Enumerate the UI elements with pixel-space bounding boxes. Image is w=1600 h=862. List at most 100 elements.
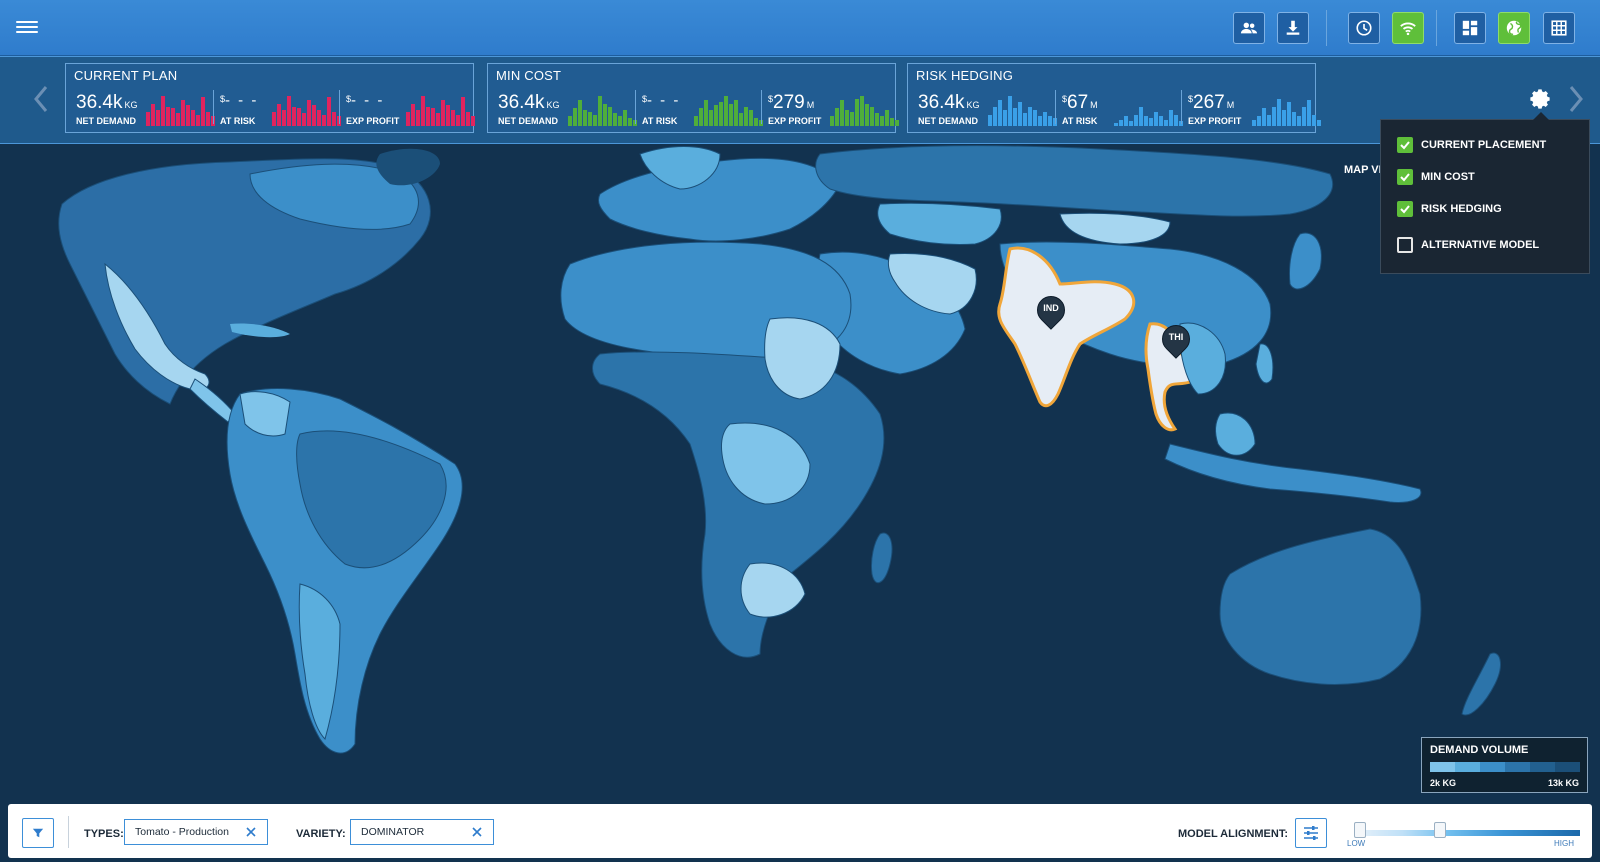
users-button[interactable] — [1233, 12, 1265, 44]
types-chip[interactable]: Tomato - Production — [124, 819, 268, 845]
region-philippines — [1255, 343, 1274, 384]
legend-color-scale — [1430, 762, 1580, 772]
metric-divider — [635, 90, 636, 124]
sparkline-bar — [277, 104, 281, 126]
dashboard-button[interactable] — [1454, 12, 1486, 44]
sparkline-bar — [191, 110, 195, 126]
sparkline-bar — [623, 110, 627, 126]
model-alignment-slider[interactable] — [1354, 822, 1580, 838]
dashboard-icon — [1462, 20, 1478, 36]
sparkline-bar — [161, 96, 165, 126]
sparkline-bar — [146, 112, 150, 126]
sparkline-bar — [426, 107, 430, 126]
region-australia — [1219, 528, 1422, 685]
toolbar-divider — [1326, 10, 1327, 46]
metric-at-risk: $- - - AT RISK — [642, 86, 763, 130]
sparkline-bar — [1292, 112, 1296, 126]
previous-arrow[interactable] — [32, 84, 50, 114]
metric-at-risk: $67 M AT RISK — [1062, 86, 1183, 130]
panel-min-cost[interactable]: MIN COST 36.4k KG NET DEMAND $- - - AT RI… — [487, 63, 899, 133]
legend-swatch — [1455, 762, 1480, 772]
close-icon[interactable] — [471, 826, 483, 838]
legend-swatch — [1530, 762, 1555, 772]
metric-exp-profit: $279 M EXP PROFIT — [768, 86, 899, 130]
sparkline-bar — [332, 112, 336, 126]
close-icon[interactable] — [245, 826, 257, 838]
sparkline-bar — [1139, 107, 1143, 126]
sparkline-bar — [870, 107, 874, 126]
sparkline-bar — [466, 112, 470, 126]
map-pin-thi[interactable]: THI — [1156, 319, 1196, 359]
legend-swatch — [1430, 762, 1455, 772]
sparkline-bar — [598, 96, 602, 126]
option-min-cost[interactable]: MIN COST — [1397, 168, 1475, 186]
model-alignment-button[interactable] — [1295, 818, 1327, 848]
panel-current-plan[interactable]: CURRENT PLAN 36.4k KG NET DEMAND $- - - A… — [65, 63, 475, 133]
sparkline-bar — [1164, 120, 1168, 126]
sparkline — [694, 94, 763, 126]
checkbox-checked-icon[interactable] — [1397, 169, 1413, 185]
sparkline-bar — [151, 104, 155, 126]
sparkline-bar — [628, 118, 632, 126]
download-button[interactable] — [1277, 12, 1309, 44]
filter-bar: TYPES: Tomato - Production VARIETY: DOMI… — [8, 804, 1592, 858]
sparkline-bar — [830, 116, 834, 126]
world-map[interactable]: IND THI — [0, 144, 1600, 787]
filter-button[interactable] — [22, 818, 54, 848]
map-pin-ind[interactable]: IND — [1031, 290, 1071, 330]
region-japan — [1289, 232, 1322, 290]
sparkline-bar — [749, 110, 753, 126]
panel-risk-hedging[interactable]: RISK HEDGING 36.4k KG NET DEMAND $67 M AT … — [907, 63, 1321, 133]
sparkline-bar — [436, 113, 440, 126]
region-canada-east — [249, 163, 419, 230]
model-alignment-label: MODEL ALIGNMENT: — [1178, 828, 1288, 840]
map-view-button[interactable] — [1498, 12, 1530, 44]
top-bar — [0, 0, 1600, 56]
sparkline-bar — [201, 97, 205, 126]
slider-track[interactable] — [1358, 830, 1580, 836]
types-label: TYPES: — [84, 828, 124, 840]
sparkline-bar — [282, 110, 286, 126]
sparkline-bar — [588, 112, 592, 126]
sparkline-bar — [307, 100, 311, 126]
sparkline-bar — [850, 112, 854, 126]
sparkline-bar — [166, 107, 170, 126]
sparkline-bar — [1307, 100, 1311, 126]
sparkline-bar — [451, 110, 455, 126]
sparkline-bar — [704, 100, 708, 126]
sparkline-bar — [1008, 96, 1012, 126]
sparkline-bar — [1317, 120, 1321, 126]
variety-chip[interactable]: DOMINATOR — [350, 819, 494, 845]
checkbox-unchecked-icon[interactable] — [1397, 237, 1413, 253]
menu-icon[interactable] — [16, 18, 38, 36]
sparkline-bar — [292, 107, 296, 126]
settings-button[interactable] — [1529, 88, 1551, 110]
sparkline-bar — [302, 113, 306, 126]
region-madagascar — [871, 532, 893, 584]
next-arrow[interactable] — [1567, 84, 1585, 114]
region-borneo — [1215, 412, 1256, 456]
sparkline-bar — [272, 112, 276, 126]
table-view-button[interactable] — [1543, 12, 1575, 44]
checkbox-checked-icon[interactable] — [1397, 201, 1413, 217]
slider-handle-min[interactable] — [1354, 822, 1366, 838]
sparkline-bar — [431, 108, 435, 126]
connectivity-button[interactable] — [1392, 12, 1424, 44]
sparkline — [406, 94, 475, 126]
region-kazakhstan — [877, 202, 1002, 245]
history-button[interactable] — [1348, 12, 1380, 44]
sparkline-bar — [835, 108, 839, 126]
slider-handle[interactable] — [1434, 822, 1446, 838]
region-south-africa — [740, 562, 806, 618]
option-risk-hedging[interactable]: RISK HEDGING — [1397, 200, 1502, 218]
region-europe — [597, 157, 841, 242]
variety-label: VARIETY: — [296, 828, 346, 840]
option-current-placement[interactable]: CURRENT PLACEMENT — [1397, 136, 1546, 154]
option-alternative-model[interactable]: ALTERNATIVE MODEL — [1397, 236, 1539, 254]
sparkline-bar — [734, 100, 738, 126]
checkbox-checked-icon[interactable] — [1397, 137, 1413, 153]
sparkline-bar — [618, 116, 622, 126]
sparkline-bar — [860, 96, 864, 126]
sparkline — [988, 94, 1057, 126]
clock-icon — [1356, 20, 1372, 36]
